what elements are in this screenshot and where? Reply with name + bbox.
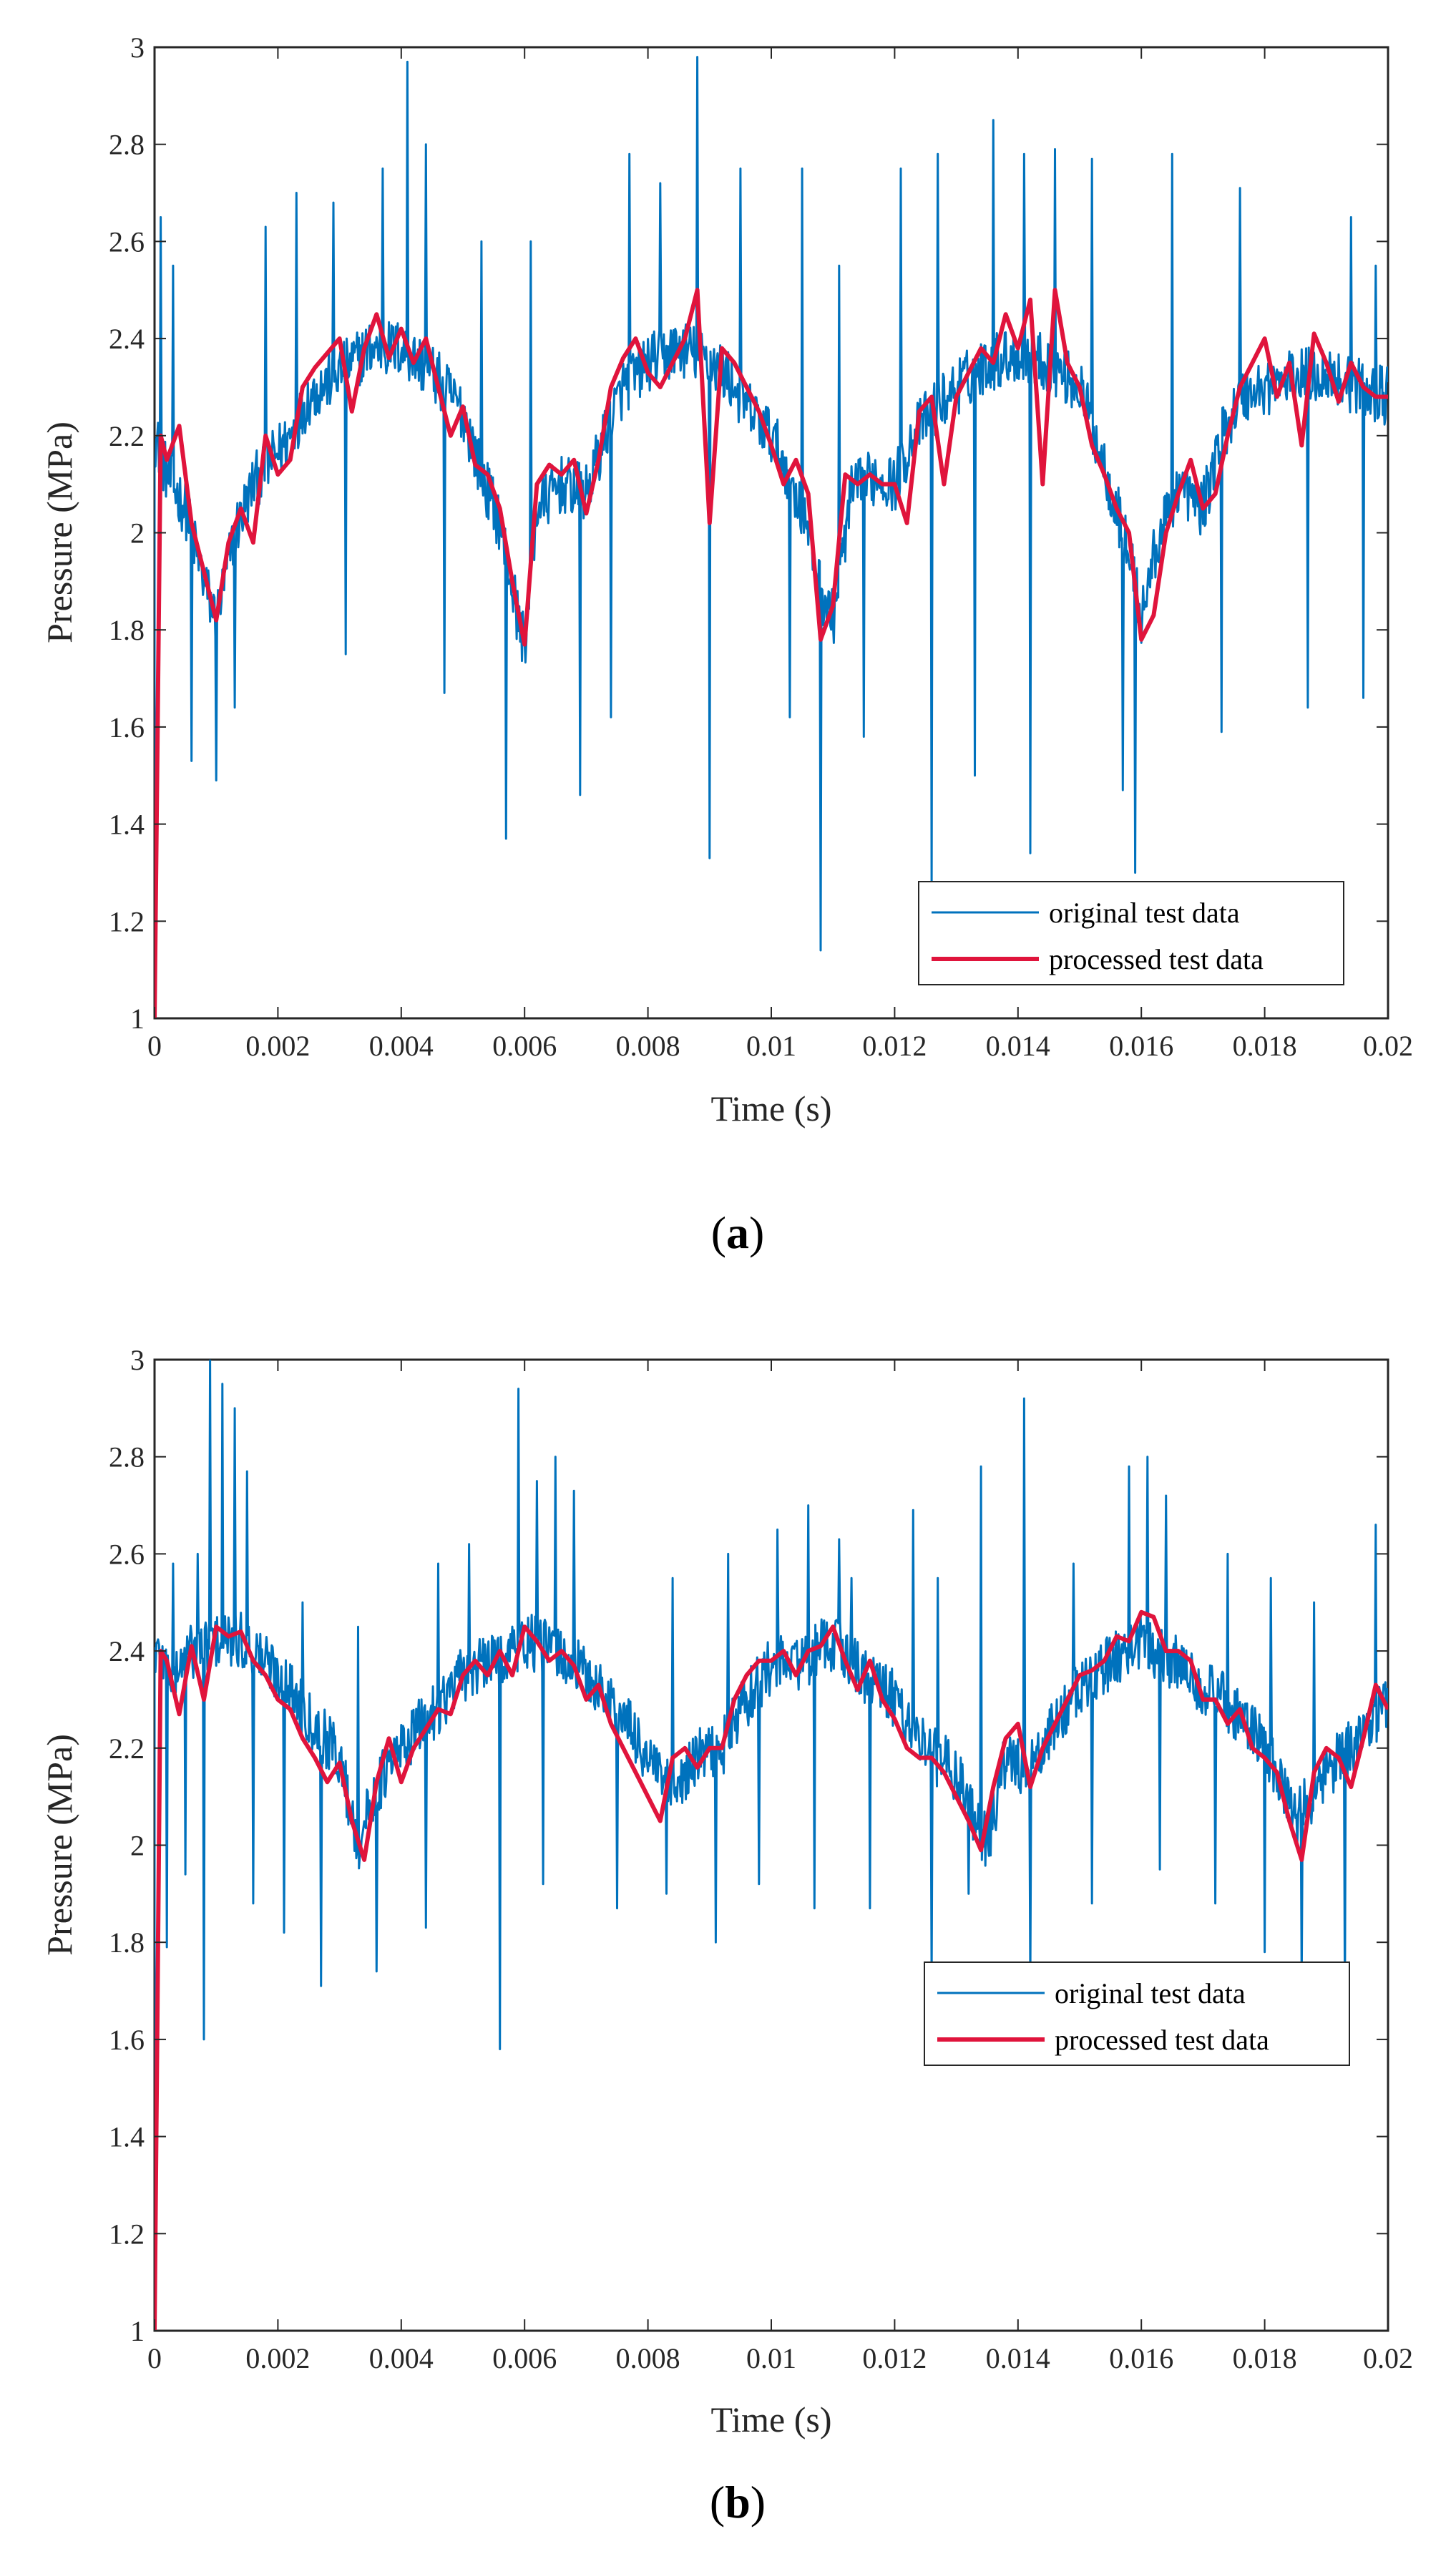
y-tick-label-a: 1.4 bbox=[109, 809, 145, 841]
y-tick-label-a: 2 bbox=[130, 517, 145, 550]
x-tick-label-a: 0.006 bbox=[492, 1030, 557, 1062]
y-tick-label-b: 1.8 bbox=[109, 1926, 145, 1959]
x-tick-label-a: 0.012 bbox=[862, 1030, 927, 1062]
plot-area-a bbox=[153, 46, 1389, 1020]
y-ticks-a: 1 1.2 1.4 1.6 1.8 2 2.2 2.4 2.6 2.8 3 bbox=[109, 31, 1388, 1035]
y-axis-label-a: Pressure (MPa) bbox=[39, 421, 79, 643]
y-tick-label-b: 2.4 bbox=[109, 1635, 145, 1667]
y-tick-label-b: 1 bbox=[130, 2315, 145, 2347]
legend-label-original-b: original test data bbox=[1055, 1977, 1246, 2009]
y-tick-label-b: 2.8 bbox=[109, 1441, 145, 1473]
processed-test-data-line-b bbox=[155, 1609, 1388, 2331]
legend-label-processed-b: processed test data bbox=[1055, 2024, 1269, 2056]
x-axis-label-a: Time (s) bbox=[710, 1088, 831, 1129]
y-tick-label-a: 1.6 bbox=[109, 711, 145, 744]
y-ticks-b: 1 1.2 1.4 1.6 1.8 2 2.2 2.4 2.6 2.8 3 bbox=[109, 1344, 1388, 2347]
x-tick-label-b: 0.012 bbox=[862, 2342, 927, 2374]
y-tick-label-a: 2.4 bbox=[109, 323, 145, 355]
legend-box-b bbox=[924, 1961, 1350, 2066]
x-tick-label-b: 0 bbox=[147, 2342, 162, 2374]
y-tick-label-a: 1 bbox=[130, 1003, 145, 1035]
x-ticks-a: 0 0.002 0.004 0.006 0.008 0.01 0.012 0.014 0.016… bbox=[147, 47, 1413, 1062]
y-tick-label-a: 1.2 bbox=[109, 905, 145, 937]
x-axis-label-b: Time (s) bbox=[710, 2399, 831, 2440]
plot-area-b bbox=[153, 1358, 1389, 2332]
y-tick-label-a: 2.2 bbox=[109, 420, 145, 452]
plot-lines-a bbox=[155, 56, 1388, 1018]
x-tick-label-b: 0.018 bbox=[1233, 2342, 1297, 2374]
x-tick-label-a: 0.002 bbox=[245, 1030, 310, 1062]
y-tick-label-a: 2.8 bbox=[109, 129, 145, 161]
y-tick-label-b: 1.6 bbox=[109, 2024, 145, 2056]
y-tick-label-a: 1.8 bbox=[109, 614, 145, 646]
x-tick-label-a: 0.014 bbox=[986, 1030, 1050, 1062]
legend-label-processed-a: processed test data bbox=[1049, 943, 1264, 975]
y-tick-label-b: 2.2 bbox=[109, 1732, 145, 1765]
y-tick-label-a: 2.6 bbox=[109, 225, 145, 258]
panel-caption-b: (b) bbox=[710, 2477, 766, 2528]
x-tick-label-b: 0.014 bbox=[986, 2342, 1050, 2374]
y-tick-label-b: 2 bbox=[130, 1830, 145, 1862]
x-tick-label-b: 0.02 bbox=[1363, 2342, 1413, 2374]
panel-label-a: a bbox=[726, 1207, 749, 1258]
chart-panel-a: 0 0.002 0.004 0.006 0.008 0.01 0.012 0.014 0.016… bbox=[39, 31, 1413, 1258]
x-tick-label-b: 0.008 bbox=[616, 2342, 680, 2374]
x-tick-label-a: 0.01 bbox=[746, 1030, 796, 1062]
original-test-data-line-b bbox=[155, 1360, 1388, 2331]
x-tick-label-b: 0.01 bbox=[746, 2342, 796, 2374]
legend-a: original test data processed test data bbox=[918, 881, 1344, 985]
x-tick-label-a: 0.008 bbox=[616, 1030, 680, 1062]
y-tick-label-b: 1.4 bbox=[109, 2121, 145, 2153]
y-tick-label-b: 3 bbox=[130, 1344, 145, 1376]
y-tick-label-b: 1.2 bbox=[109, 2218, 145, 2250]
x-ticks-b: 0 0.002 0.004 0.006 0.008 0.01 0.012 0.014 0.016… bbox=[147, 1360, 1413, 2374]
legend-label-original-a: original test data bbox=[1049, 897, 1240, 929]
x-tick-label-b: 0.016 bbox=[1109, 2342, 1173, 2374]
panel-label-b: b bbox=[725, 2477, 751, 2528]
legend-b: original test data processed test data bbox=[924, 1961, 1350, 2066]
plot-lines-b bbox=[155, 1360, 1388, 2331]
x-tick-label-b: 0.002 bbox=[245, 2342, 310, 2374]
processed-test-data-line-a bbox=[155, 288, 1388, 1018]
x-tick-label-a: 0.016 bbox=[1109, 1030, 1173, 1062]
y-tick-label-a: 3 bbox=[130, 31, 145, 64]
x-tick-label-a: 0.02 bbox=[1363, 1030, 1413, 1062]
x-tick-label-b: 0.006 bbox=[492, 2342, 557, 2374]
x-tick-label-a: 0.018 bbox=[1233, 1030, 1297, 1062]
x-tick-label-a: 0.004 bbox=[369, 1030, 434, 1062]
x-tick-label-b: 0.004 bbox=[369, 2342, 434, 2374]
chart-panel-b: 0 0.002 0.004 0.006 0.008 0.01 0.012 0.014 0.016… bbox=[39, 1344, 1413, 2528]
x-tick-label-a: 0 bbox=[147, 1030, 162, 1062]
panel-caption-a: (a) bbox=[711, 1207, 765, 1258]
y-tick-label-b: 2.6 bbox=[109, 1538, 145, 1570]
y-axis-label-b: Pressure (MPa) bbox=[39, 1734, 79, 1956]
legend-box-a bbox=[918, 881, 1344, 985]
